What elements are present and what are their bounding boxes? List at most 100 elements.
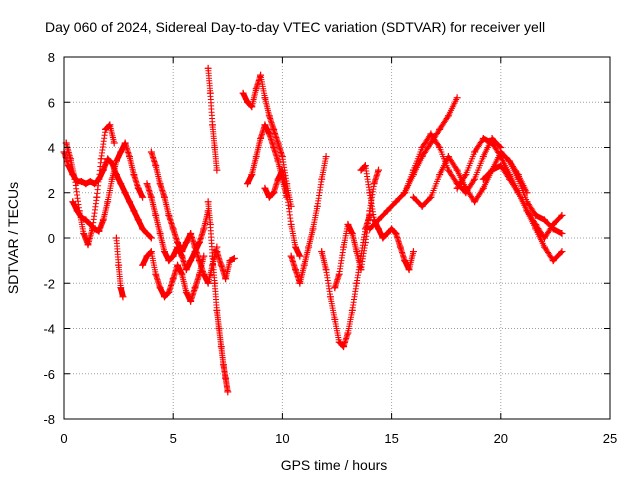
data-point	[104, 198, 112, 206]
data-point	[182, 288, 190, 296]
series-23	[506, 157, 566, 237]
data-point	[187, 229, 195, 237]
data-point	[252, 85, 260, 93]
y-tick-label: 2	[48, 186, 55, 201]
data-point	[64, 162, 72, 170]
data-point	[204, 207, 212, 215]
data-point	[261, 121, 269, 129]
data-point	[82, 180, 90, 188]
data-point	[209, 261, 217, 269]
series-1	[60, 148, 155, 242]
data-point	[187, 297, 195, 305]
data-point	[165, 288, 173, 296]
data-point	[418, 202, 426, 210]
data-point	[322, 153, 330, 161]
data-point	[209, 121, 217, 129]
data-point	[160, 293, 168, 301]
data-point	[143, 252, 151, 260]
data-point	[108, 159, 116, 167]
axis-ticks	[63, 56, 611, 420]
data-point	[296, 252, 304, 260]
data-point	[283, 180, 291, 188]
data-point	[296, 279, 304, 287]
data-point	[134, 184, 142, 192]
data-point	[204, 279, 212, 287]
series-17	[357, 162, 417, 274]
data-point	[174, 239, 182, 247]
data-point	[318, 175, 326, 183]
data-point	[130, 207, 138, 215]
data-point	[453, 184, 461, 192]
data-point	[187, 257, 195, 265]
data-point	[444, 112, 452, 120]
data-point	[278, 153, 286, 161]
data-point	[126, 198, 134, 206]
data-point	[409, 193, 417, 201]
data-point	[331, 284, 339, 292]
data-point	[287, 202, 295, 210]
data-point	[93, 193, 101, 201]
data-point	[348, 306, 356, 314]
data-point	[366, 189, 374, 197]
data-point	[252, 153, 260, 161]
data-point	[292, 266, 300, 274]
data-point	[357, 166, 365, 174]
data-point	[462, 171, 470, 179]
data-point	[95, 227, 103, 235]
data-point	[174, 261, 182, 269]
data-point	[169, 252, 177, 260]
y-tick-label: 4	[48, 141, 55, 156]
data-point	[292, 243, 300, 251]
data-point	[506, 175, 514, 183]
data-point	[182, 239, 190, 247]
series-13	[261, 166, 304, 260]
data-point	[471, 175, 479, 183]
series-15	[318, 211, 374, 351]
data-point	[313, 202, 321, 210]
data-point	[374, 166, 382, 174]
series-14	[287, 153, 330, 287]
y-tick-label: 6	[48, 95, 55, 110]
data-point	[248, 103, 256, 111]
x-tick-label: 0	[60, 431, 67, 446]
data-point	[270, 144, 278, 151]
data-point	[215, 325, 223, 332]
data-point	[331, 315, 339, 323]
data-point	[178, 270, 186, 278]
data-point	[82, 216, 90, 224]
data-point	[540, 243, 548, 251]
data-point	[152, 211, 160, 219]
data-point	[383, 207, 391, 215]
data-point	[361, 239, 369, 247]
data-point	[270, 189, 278, 197]
data-point	[427, 130, 435, 138]
data-point	[409, 248, 417, 256]
data-point	[305, 243, 313, 251]
data-point	[139, 225, 147, 233]
data-point	[353, 248, 361, 256]
data-point	[204, 198, 212, 206]
data-point	[287, 252, 295, 260]
data-point	[147, 193, 155, 201]
data-point	[99, 216, 107, 224]
data-point	[101, 125, 109, 133]
data-point	[257, 134, 265, 142]
data-point	[396, 243, 404, 251]
data-point	[523, 198, 531, 206]
series-9	[204, 64, 221, 174]
data-point	[67, 155, 75, 163]
data-point	[169, 225, 177, 233]
data-point	[248, 171, 256, 179]
series-4	[112, 234, 127, 301]
series-8	[204, 198, 232, 396]
x-tick-label: 20	[494, 431, 508, 446]
data-point	[156, 229, 164, 237]
data-point	[453, 94, 461, 102]
data-point	[379, 234, 387, 242]
data-point	[265, 112, 273, 120]
data-point	[436, 171, 444, 179]
x-tick-label: 10	[275, 431, 289, 446]
data-point	[488, 166, 496, 174]
data-point	[392, 229, 400, 237]
data-point	[558, 229, 566, 237]
